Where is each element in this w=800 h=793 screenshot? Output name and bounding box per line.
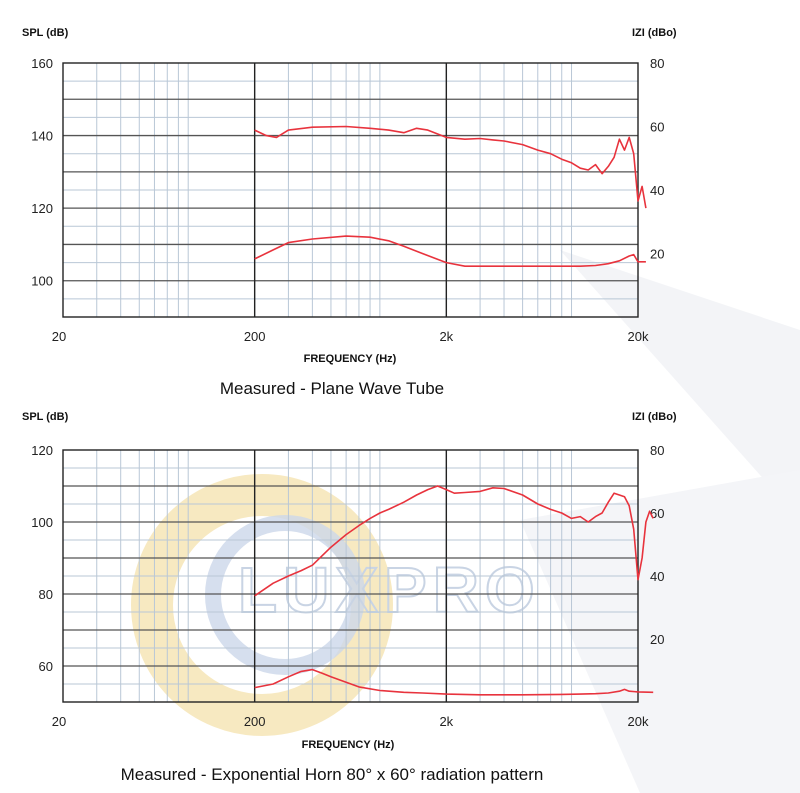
x-tick-label: 20 <box>52 714 66 729</box>
y-tick-label: 80 <box>39 587 53 602</box>
chart-plane-wave-tube: SPL (dB) IZI (dBo) FREQUENCY (Hz) Measur… <box>22 27 677 398</box>
series-line-1 <box>254 125 647 209</box>
chart-2-grid <box>62 449 639 703</box>
y2-tick-label: 20 <box>650 247 664 262</box>
y-tick-label: 60 <box>39 659 53 674</box>
series-line-2 <box>254 235 646 267</box>
y-tick-label: 120 <box>31 201 53 216</box>
x-tick-label: 20k <box>628 329 649 344</box>
x-tick-label: 200 <box>244 329 266 344</box>
y-tick-label: 140 <box>31 129 53 144</box>
y2-tick-label: 60 <box>650 120 664 135</box>
chart-1-caption: Measured - Plane Wave Tube <box>220 379 444 398</box>
chart-1-grid <box>62 62 639 318</box>
chart-1-ylabel: SPL (dB) <box>22 27 69 39</box>
y-tick-label: 100 <box>31 515 53 530</box>
y2-tick-label: 80 <box>650 56 664 71</box>
x-tick-label: 20 <box>52 329 66 344</box>
series-line-1 <box>254 485 654 597</box>
y-tick-label: 160 <box>31 56 53 71</box>
y2-tick-label: 40 <box>650 569 664 584</box>
y-tick-label: 120 <box>31 443 53 458</box>
chart-1-y2label: IZI (dBo) <box>632 27 677 39</box>
y2-tick-label: 40 <box>650 183 664 198</box>
chart-exponential-horn: SPL (dB) IZI (dBo) FREQUENCY (Hz) Measur… <box>22 411 677 784</box>
chart-2-xlabel: FREQUENCY (Hz) <box>302 739 395 751</box>
series-line-2 <box>254 668 654 696</box>
chart-2-ylabel: SPL (dB) <box>22 411 69 423</box>
chart-2-y2label: IZI (dBo) <box>632 411 677 423</box>
chart-1-xlabel: FREQUENCY (Hz) <box>304 353 397 365</box>
x-tick-label: 2k <box>439 714 453 729</box>
x-tick-label: 2k <box>439 329 453 344</box>
plot-frame <box>62 62 639 318</box>
y2-tick-label: 80 <box>650 443 664 458</box>
y-tick-label: 100 <box>31 274 53 289</box>
y2-tick-label: 20 <box>650 632 664 647</box>
chart-2-caption: Measured - Exponential Horn 80° x 60° ra… <box>121 765 544 784</box>
x-tick-label: 200 <box>244 714 266 729</box>
y2-tick-label: 60 <box>650 506 664 521</box>
x-tick-label: 20k <box>628 714 649 729</box>
watermark-logo-text: LUXPRO <box>238 554 541 626</box>
